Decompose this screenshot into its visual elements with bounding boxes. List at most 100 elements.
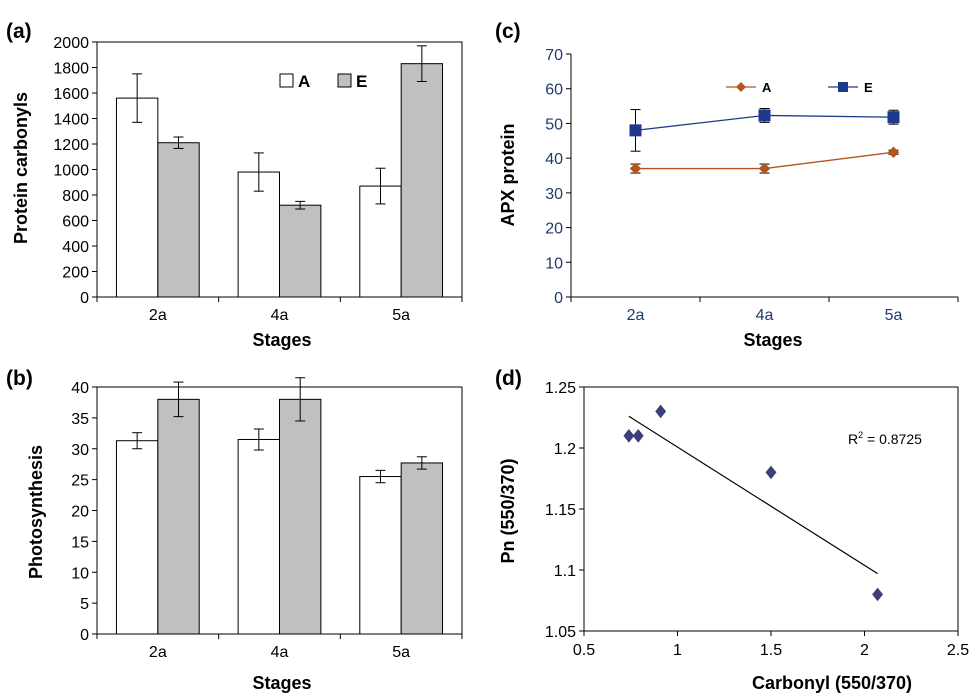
x-tick-label: 4a — [271, 644, 289, 661]
y-tick-label: 5 — [80, 596, 89, 613]
y-axis-label: APX protein — [498, 123, 518, 226]
point-E-5a — [887, 111, 900, 124]
scatter-point-2 — [655, 404, 667, 419]
scatter-point-4 — [872, 587, 884, 602]
x-tick-label: 5a — [392, 644, 410, 661]
y-tick-label: 25 — [71, 473, 89, 490]
x-tick-label: 4a — [271, 307, 289, 324]
y-tick-label: 10 — [71, 565, 89, 582]
x-tick-label: 5a — [885, 307, 903, 324]
legend-marker-E — [838, 82, 848, 92]
y-tick-label: 1.2 — [554, 441, 576, 458]
trendline — [628, 415, 878, 575]
point-A-2a — [629, 162, 642, 175]
legend-swatch-E — [337, 73, 352, 88]
bar-E-2a — [157, 398, 200, 635]
y-tick-label: 70 — [545, 47, 563, 64]
scatter-point-1 — [632, 428, 644, 443]
legend-marker-A — [736, 82, 746, 92]
y-tick-label: 50 — [545, 116, 563, 133]
y-axis-label: Protein carbonyls — [11, 92, 31, 244]
y-tick-label: 1600 — [53, 86, 89, 103]
y-tick-label: 30 — [71, 442, 89, 459]
bar-A-4a — [237, 438, 280, 635]
scatter-point-0 — [623, 428, 635, 443]
chart-d-pn-vs-carbonyl: 1.051.11.151.21.250.5 1 1.5 2 2.5R2 = 0.8725… — [498, 380, 969, 693]
x-axis-label: Stages — [252, 330, 311, 350]
x-axis-label: Carbonyl (550/370) — [752, 673, 912, 693]
y-tick-label: 1.05 — [545, 624, 576, 641]
bar-A-5a — [359, 185, 402, 298]
y-tick-label: 1.1 — [554, 563, 576, 580]
r2-superscript: 2 — [858, 430, 863, 440]
y-tick-label: 0 — [80, 290, 89, 307]
x-axis-label: Stages — [743, 330, 802, 350]
bar-E-5a — [400, 462, 444, 635]
y-tick-label: 35 — [71, 411, 89, 428]
point-E-2a — [629, 124, 642, 137]
y-tick-label: 2000 — [53, 35, 89, 52]
r2-annotation: R2 = 0.8725 — [848, 430, 922, 447]
bar-E-4a — [279, 398, 322, 635]
y-tick-label: 60 — [545, 82, 563, 99]
y-tick-label: 1400 — [53, 112, 89, 129]
y-tick-label: 15 — [71, 534, 89, 551]
y-tick-label: 0 — [554, 290, 563, 307]
y-tick-label: 40 — [71, 380, 89, 397]
x-tick-label: 5a — [392, 307, 410, 324]
x-tick-label: 2.5 — [947, 642, 969, 659]
bar-E-5a — [400, 63, 444, 298]
scatter-point-3 — [765, 465, 777, 480]
bar-A-5a — [359, 476, 402, 635]
x-tick-label: 1 — [673, 642, 682, 659]
legend-label-E: E — [356, 72, 367, 91]
y-tick-label: 200 — [62, 265, 89, 282]
r2-value: = 0.8725 — [863, 431, 922, 447]
point-A-4a — [758, 162, 771, 175]
x-tick-label: 2a — [149, 644, 167, 661]
r2-symbol: R — [848, 431, 858, 447]
y-tick-label: 0 — [80, 627, 89, 644]
y-tick-label: 400 — [62, 239, 89, 256]
bar-A-2a — [115, 440, 159, 635]
x-tick-label: 2 — [860, 642, 869, 659]
bar-A-2a — [115, 97, 159, 298]
y-tick-label: 20 — [71, 504, 89, 521]
x-tick-label: 2a — [627, 307, 645, 324]
panel-label-b: (b) — [6, 367, 33, 390]
panel-label-c: (c) — [495, 20, 521, 43]
panel-label-d: (d) — [495, 367, 522, 390]
x-tick-label: 4a — [756, 307, 774, 324]
y-tick-label: 30 — [545, 186, 563, 203]
y-tick-label: 1.15 — [545, 502, 576, 519]
legend-label-E: E — [864, 80, 873, 95]
panel-label-a: (a) — [6, 20, 32, 43]
x-tick-label: 1.5 — [760, 642, 782, 659]
point-E-4a — [758, 109, 771, 122]
bar-A-4a — [237, 171, 280, 298]
y-tick-label: 1800 — [53, 61, 89, 78]
y-axis-label: Photosynthesis — [26, 445, 46, 579]
chart-b-photosynthesis: 0 5 10 15 20 25 30 35 40 2a 4a 5a Photosynthesis Stag… — [26, 377, 463, 693]
bar-E-4a — [279, 204, 322, 298]
y-tick-label: 1.25 — [545, 380, 576, 397]
y-tick-label: 1200 — [53, 137, 89, 154]
legend-label-A: A — [762, 80, 772, 95]
y-tick-label: 1000 — [53, 163, 89, 180]
chart-a-protein-carbonyls: 0 200 400 600 800 1000 1200 1400 1600 1800 2000 2a 4… — [11, 35, 463, 350]
legend-label-A: A — [298, 72, 310, 91]
x-tick-label: 0.5 — [573, 642, 595, 659]
x-axis-label: Stages — [252, 673, 311, 693]
bar-E-2a — [157, 142, 200, 298]
legend-swatch-A — [279, 73, 294, 88]
y-tick-label: 600 — [62, 214, 89, 231]
y-tick-label: 40 — [545, 151, 563, 168]
y-tick-label: 10 — [545, 255, 563, 272]
point-A-5a — [887, 146, 900, 158]
x-tick-label: 2a — [149, 307, 167, 324]
y-tick-label: 800 — [62, 188, 89, 205]
y-tick-label: 20 — [545, 221, 563, 238]
y-axis-label: Pn (550/370) — [498, 458, 518, 563]
chart-c-apx-protein: 0 10 20 30 40 50 60 70 2a 4a 5a A E APX protein Stages — [498, 47, 959, 350]
